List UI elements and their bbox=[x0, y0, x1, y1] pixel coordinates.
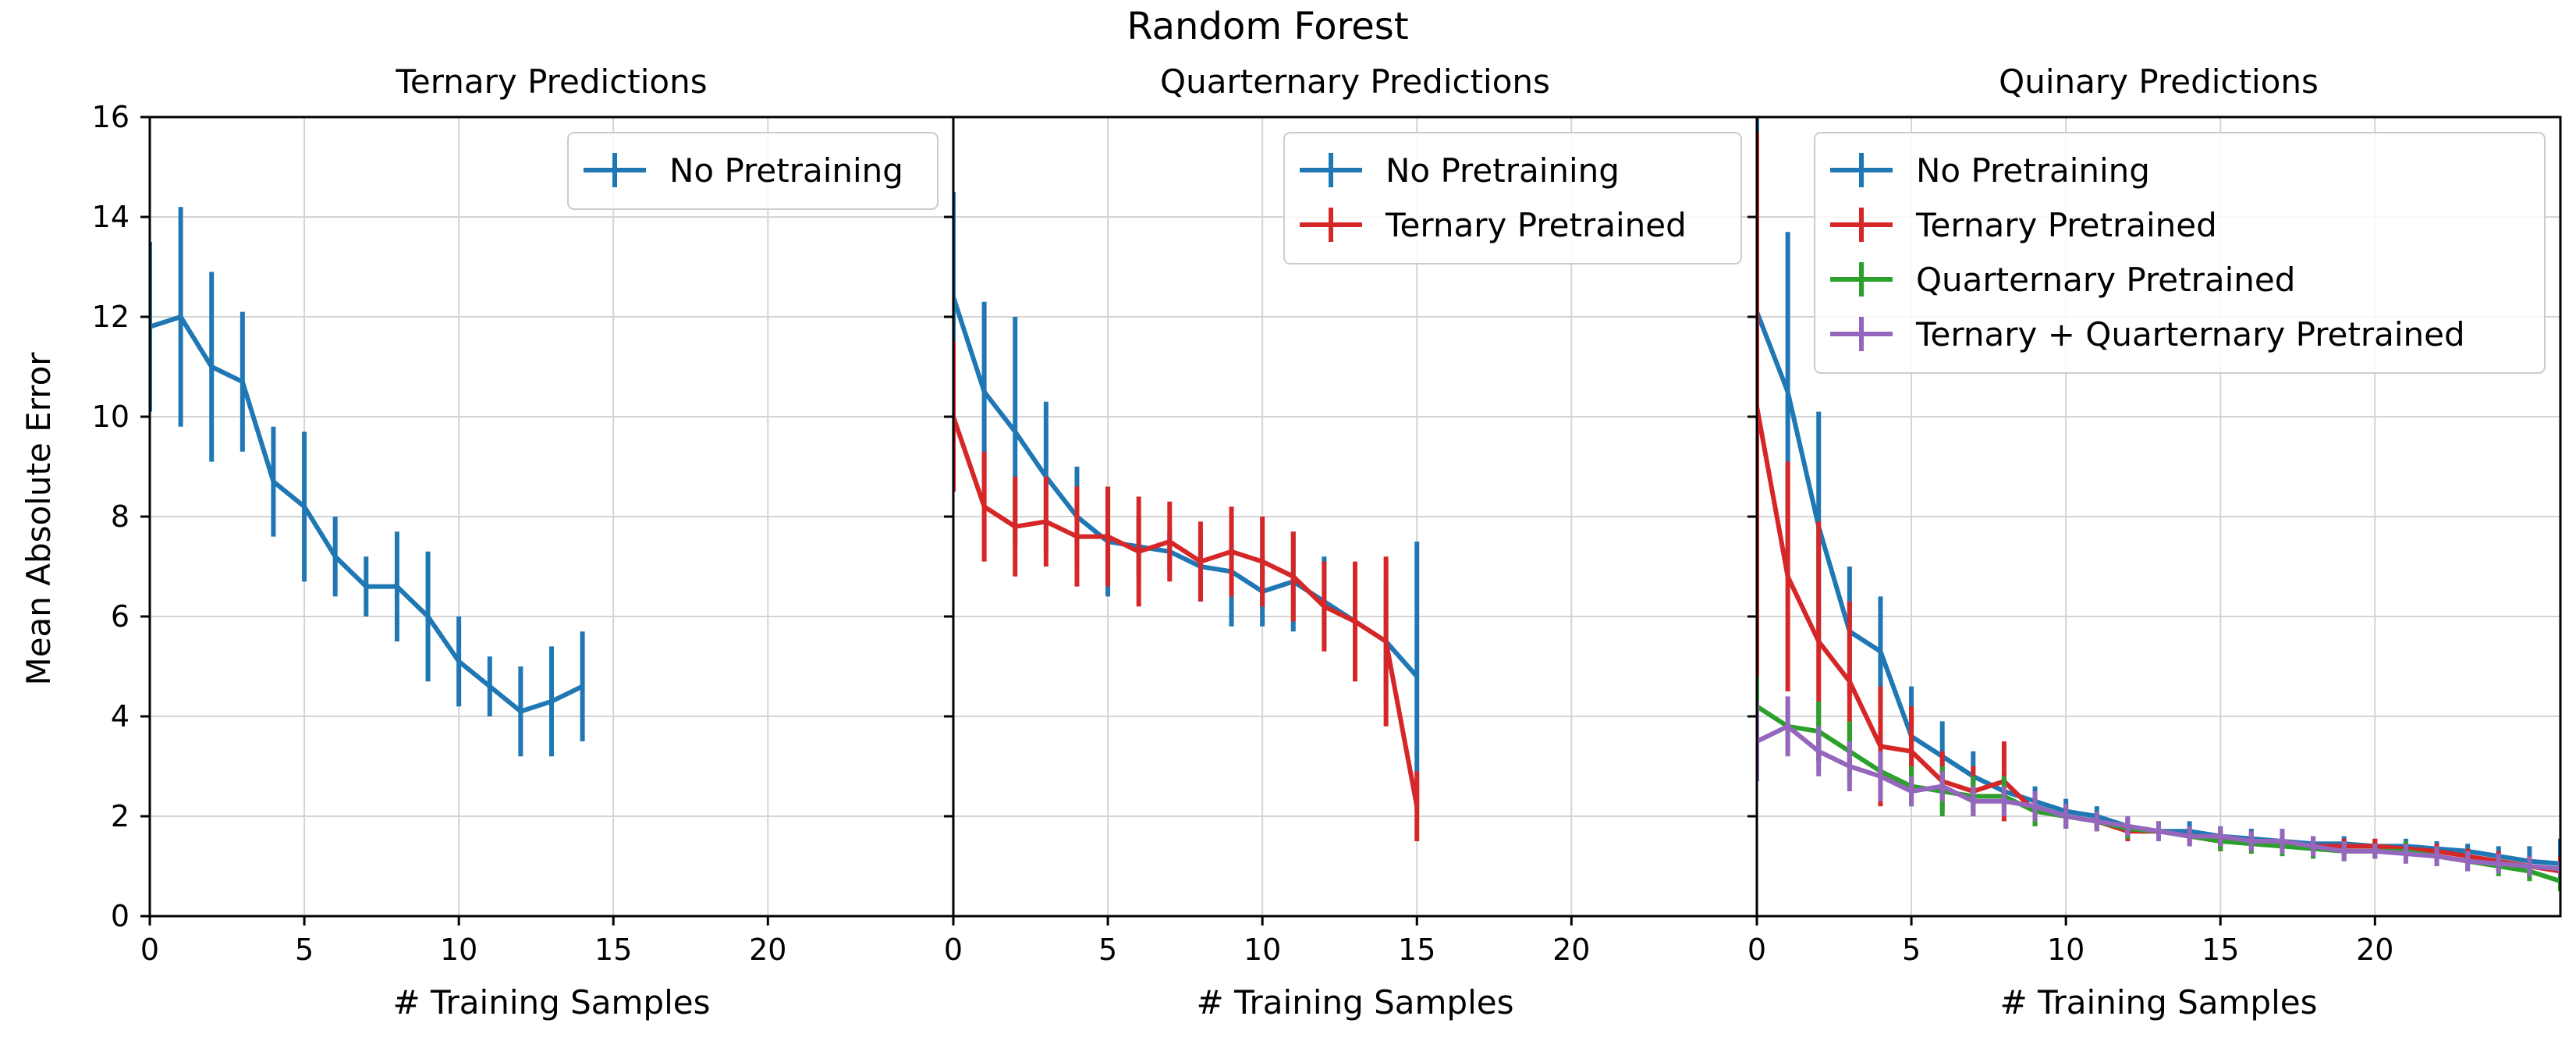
y-tick-label: 14 bbox=[92, 200, 130, 234]
y-axis-label: Mean Absolute Error bbox=[20, 352, 58, 686]
x-tick-label: 0 bbox=[944, 933, 963, 967]
x-tick-label: 20 bbox=[2356, 933, 2393, 967]
x-tick-label: 0 bbox=[1747, 933, 1766, 967]
x-axis-label: # Training Samples bbox=[1197, 983, 1514, 1021]
legend-label: Quarternary Pretrained bbox=[1916, 261, 2295, 299]
legend-label: No Pretraining bbox=[1916, 151, 2150, 190]
series-line bbox=[953, 416, 1420, 807]
x-tick-label: 20 bbox=[749, 933, 786, 967]
x-tick-label: 5 bbox=[295, 933, 314, 967]
ticks: 0 5 10 15 20 bbox=[1747, 115, 2393, 967]
x-tick-label: 0 bbox=[140, 933, 159, 967]
panel-title: Ternary Predictions bbox=[395, 62, 707, 101]
x-tick-label: 10 bbox=[440, 933, 477, 967]
y-tick-label: 16 bbox=[92, 100, 130, 134]
legend-label: Ternary Pretrained bbox=[1385, 206, 1687, 244]
legend-label: No Pretraining bbox=[1386, 151, 1620, 190]
plot-data bbox=[1757, 117, 2560, 891]
x-tick-label: 5 bbox=[1098, 933, 1117, 967]
panel-title: Quinary Predictions bbox=[1999, 62, 2319, 101]
figure-title: Random Forest bbox=[1127, 5, 1408, 48]
x-tick-label: 15 bbox=[1398, 933, 1435, 967]
ticks: 0 5 10 15 20 bbox=[944, 115, 1590, 967]
x-axis-label: # Training Samples bbox=[393, 983, 711, 1021]
y-tick-label: 8 bbox=[111, 499, 130, 534]
panel-quarternary: Quarternary Predictions 0 5 10 15 20 # Train… bbox=[944, 62, 1758, 1021]
legend: No Pretraining bbox=[567, 132, 939, 210]
legend-label: Ternary + Quarternary Pretrained bbox=[1915, 315, 2465, 354]
y-tick-label: 0 bbox=[111, 899, 130, 933]
series-no-pretraining bbox=[150, 207, 585, 757]
x-tick-label: 10 bbox=[1244, 933, 1281, 967]
x-tick-label: 20 bbox=[1552, 933, 1590, 967]
x-tick-label: 5 bbox=[1902, 933, 1921, 967]
ticks: 0 5 10 15 20 0 2 4 6 8 10 12 14 16 bbox=[92, 100, 787, 967]
legend: No Pretraining Ternary Pretrained Quartern… bbox=[1814, 132, 2546, 374]
series-ternary-quarternary-pretrained bbox=[1757, 696, 2560, 876]
legend-box bbox=[1814, 132, 2546, 374]
plot-data bbox=[150, 207, 585, 757]
y-tick-label: 6 bbox=[111, 599, 130, 634]
x-tick-label: 10 bbox=[2047, 933, 2085, 967]
legend-label: No Pretraining bbox=[669, 151, 903, 190]
y-tick-label: 2 bbox=[111, 799, 130, 833]
panel-ternary: Ternary Predictions 0 5 10 15 20 0 2 4 6 8 10 12 14 1… bbox=[92, 62, 955, 1021]
legend-box bbox=[1283, 132, 1742, 265]
panel-title: Quarternary Predictions bbox=[1160, 62, 1550, 101]
y-tick-label: 4 bbox=[111, 699, 130, 734]
x-tick-label: 15 bbox=[594, 933, 632, 967]
x-axis-label: # Training Samples bbox=[2000, 983, 2318, 1021]
legend-box bbox=[567, 132, 939, 210]
y-tick-label: 10 bbox=[92, 400, 130, 434]
panel-quinary: Quinary Predictions 0 5 10 15 20 # Training … bbox=[1747, 62, 2562, 1021]
plot-data bbox=[953, 192, 1420, 841]
legend-label: Ternary Pretrained bbox=[1915, 206, 2217, 244]
series-ternary-pretrained bbox=[953, 342, 1420, 841]
x-tick-label: 15 bbox=[2202, 933, 2239, 967]
y-tick-label: 12 bbox=[92, 300, 130, 334]
legend: No Pretraining Ternary Pretrained bbox=[1283, 132, 1742, 265]
